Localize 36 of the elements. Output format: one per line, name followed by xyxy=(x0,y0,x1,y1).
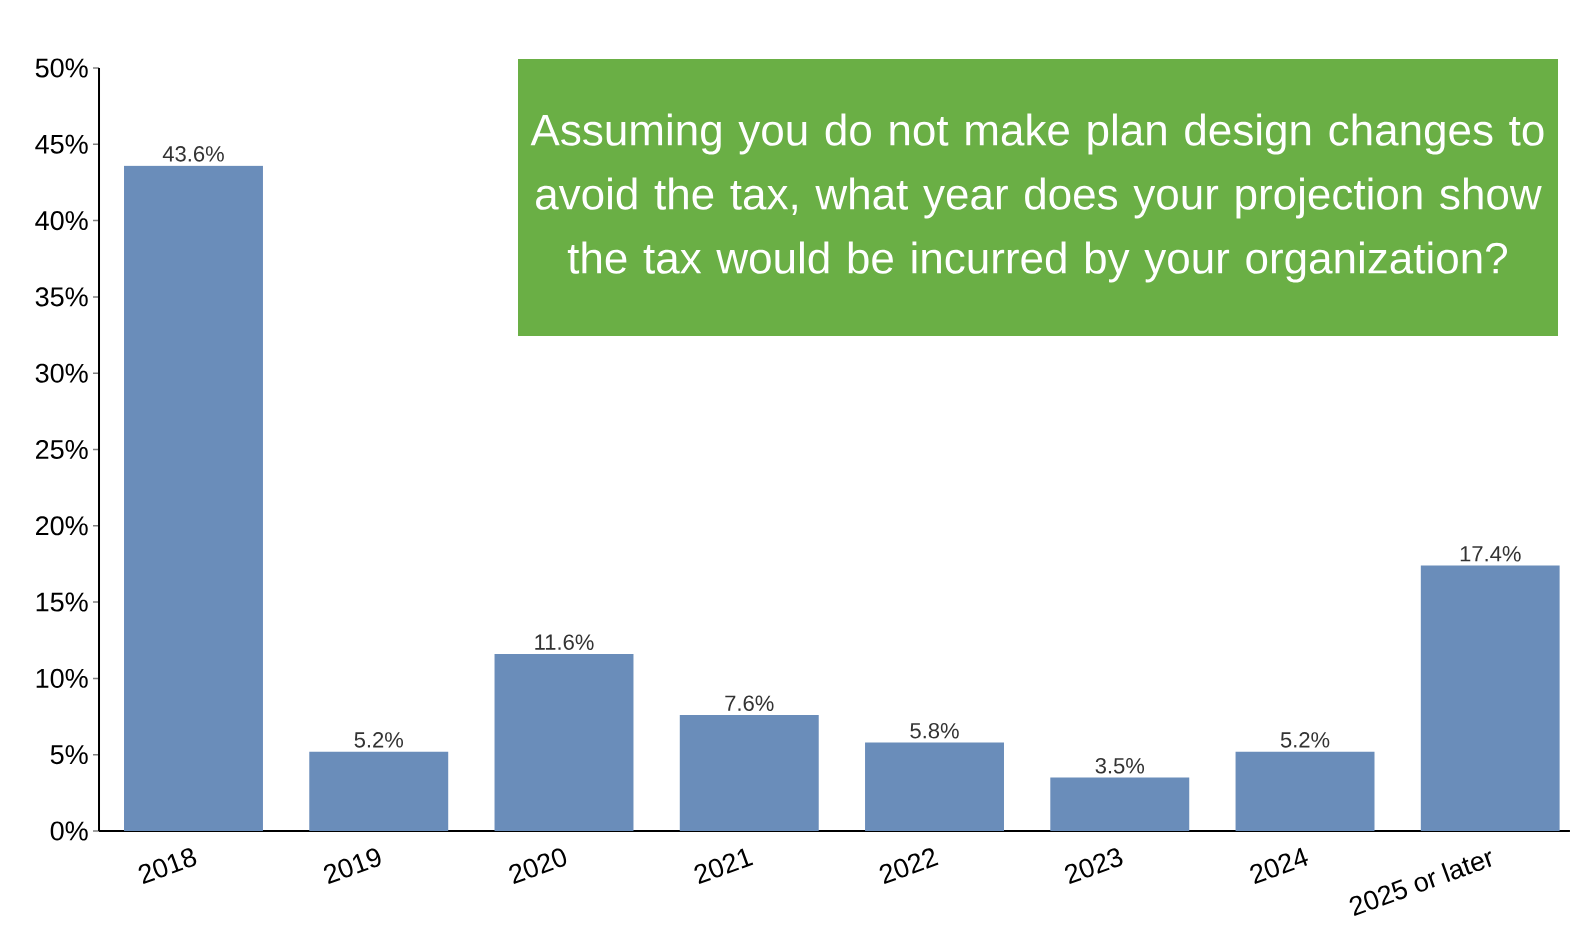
x-tick-label: 2024 xyxy=(1250,847,1309,885)
bar xyxy=(309,751,449,831)
y-tick-label: 10% xyxy=(36,668,88,688)
x-tick-label: 2018 xyxy=(138,848,197,885)
text: Assuming you do not make plan design changes to avoid the tax, what year does your projection show the tax would be incurred by your organization? xyxy=(530,113,1544,283)
x-tick-label: 2022 xyxy=(879,848,939,885)
x-tick-label: 2023 xyxy=(1064,848,1123,885)
data-label: 7.6% xyxy=(725,695,774,712)
x-tick-label: 2025 or later xyxy=(1349,851,1492,917)
y-tick-label: 15% xyxy=(36,592,88,612)
x-tick-label: 2019 xyxy=(323,848,381,885)
y-tick-label: 20% xyxy=(36,516,88,536)
data-label: 17.4% xyxy=(1460,546,1521,562)
x-tick-label: 2021 xyxy=(694,848,754,885)
data-label: 5.2% xyxy=(354,732,404,748)
bar xyxy=(124,165,263,831)
data-label: 43.6% xyxy=(162,146,224,162)
y-tick-label: 40% xyxy=(35,211,88,231)
bar xyxy=(1050,777,1190,831)
bar xyxy=(1420,565,1560,831)
bar xyxy=(865,742,1004,831)
data-label: 5.8% xyxy=(910,722,959,739)
y-tick-label: 45% xyxy=(35,134,88,154)
y-tick-label: 35% xyxy=(35,287,88,307)
x-tick-label: 2020 xyxy=(509,848,567,885)
y-tick-label: 50% xyxy=(35,58,88,78)
bar xyxy=(494,653,634,831)
y-tick-label: 0% xyxy=(50,821,88,841)
bar xyxy=(679,715,819,831)
y-tick-label: 30% xyxy=(35,363,88,383)
data-label: 3.5% xyxy=(1095,757,1145,774)
data-label: 11.6% xyxy=(535,634,594,650)
bar xyxy=(1235,751,1375,831)
data-label: 5.2% xyxy=(1280,732,1330,748)
y-tick-label: 5% xyxy=(50,745,88,765)
y-tick-label: 25% xyxy=(36,439,88,460)
